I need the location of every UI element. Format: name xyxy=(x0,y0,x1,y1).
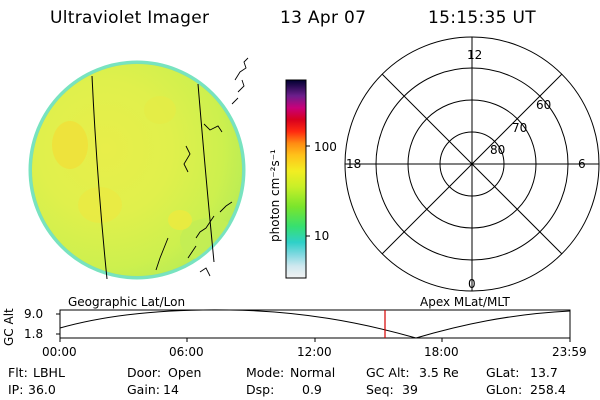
mlat-label-70: 70 xyxy=(512,121,528,135)
dsp-label: Dsp: xyxy=(246,382,275,397)
longitude-line-west xyxy=(91,75,108,280)
instrument-title: Ultraviolet Imager xyxy=(50,8,210,28)
coastline-outlines xyxy=(155,57,249,277)
dsp-value: 0.9 xyxy=(302,382,322,397)
x-tick-0000: 00:00 xyxy=(42,345,77,359)
x-tick-1200: 12:00 xyxy=(297,345,332,359)
flt-value: LBHL xyxy=(33,365,65,380)
longitude-lines xyxy=(91,75,215,280)
gc-alt-label: GC Alt: xyxy=(366,365,410,380)
x-tick-2359: 23:59 xyxy=(552,345,587,359)
door-value: Open xyxy=(168,365,202,380)
y-tick-1-8: 1.8 xyxy=(24,327,44,341)
seq-value: 39 xyxy=(402,382,418,397)
mlt-label-18: 18 xyxy=(346,157,362,171)
door-label: Door: xyxy=(127,365,162,380)
gain-label: Gain: xyxy=(127,382,160,397)
mlt-label-6: 6 xyxy=(578,157,586,171)
intensity-colorbar xyxy=(285,79,310,279)
mlt-label-12: 12 xyxy=(467,48,483,62)
y-tick-9: 9.0 xyxy=(24,307,44,321)
apex-title: Apex MLat/MLT xyxy=(420,295,510,309)
mlt-label-0: 0 xyxy=(468,277,476,291)
x-tick-0600: 06:00 xyxy=(169,345,204,359)
glon-value: 258.4 xyxy=(530,382,566,397)
observation-time: 15:15:35 UT xyxy=(428,8,536,28)
ip-value: 36.0 xyxy=(28,382,56,397)
colorbar-tick-10: 10 xyxy=(314,229,330,243)
altitude-curve xyxy=(59,309,571,339)
mlat-label-60: 60 xyxy=(536,98,552,112)
gc-alt-value: 3.5 Re xyxy=(419,365,459,380)
geographic-title: Geographic Lat/Lon xyxy=(68,295,186,309)
y-axis-label: GC Alt xyxy=(2,308,16,346)
flt-label: Flt: xyxy=(8,365,28,380)
observation-date: 13 Apr 07 xyxy=(280,8,367,28)
earth-disk-image xyxy=(28,60,246,280)
colorbar-tick-100: 100 xyxy=(314,140,337,154)
gain-value: 14 xyxy=(163,382,179,397)
longitude-line-east xyxy=(197,83,215,263)
glon-label: GLon: xyxy=(486,382,523,397)
altitude-timeline-plot xyxy=(56,309,571,342)
ip-label: IP: xyxy=(8,382,24,397)
glat-label: GLat: xyxy=(486,365,520,380)
glat-value: 13.7 xyxy=(530,365,558,380)
mlat-label-80: 80 xyxy=(490,143,506,157)
polar-mlt-grid xyxy=(344,36,600,292)
colorbar-unit-label: photon cm⁻²s⁻¹ xyxy=(268,149,282,242)
seq-label: Seq: xyxy=(366,382,394,397)
mode-value: Normal xyxy=(290,365,336,380)
x-tick-1800: 18:00 xyxy=(424,345,459,359)
mode-label: Mode: xyxy=(246,365,285,380)
